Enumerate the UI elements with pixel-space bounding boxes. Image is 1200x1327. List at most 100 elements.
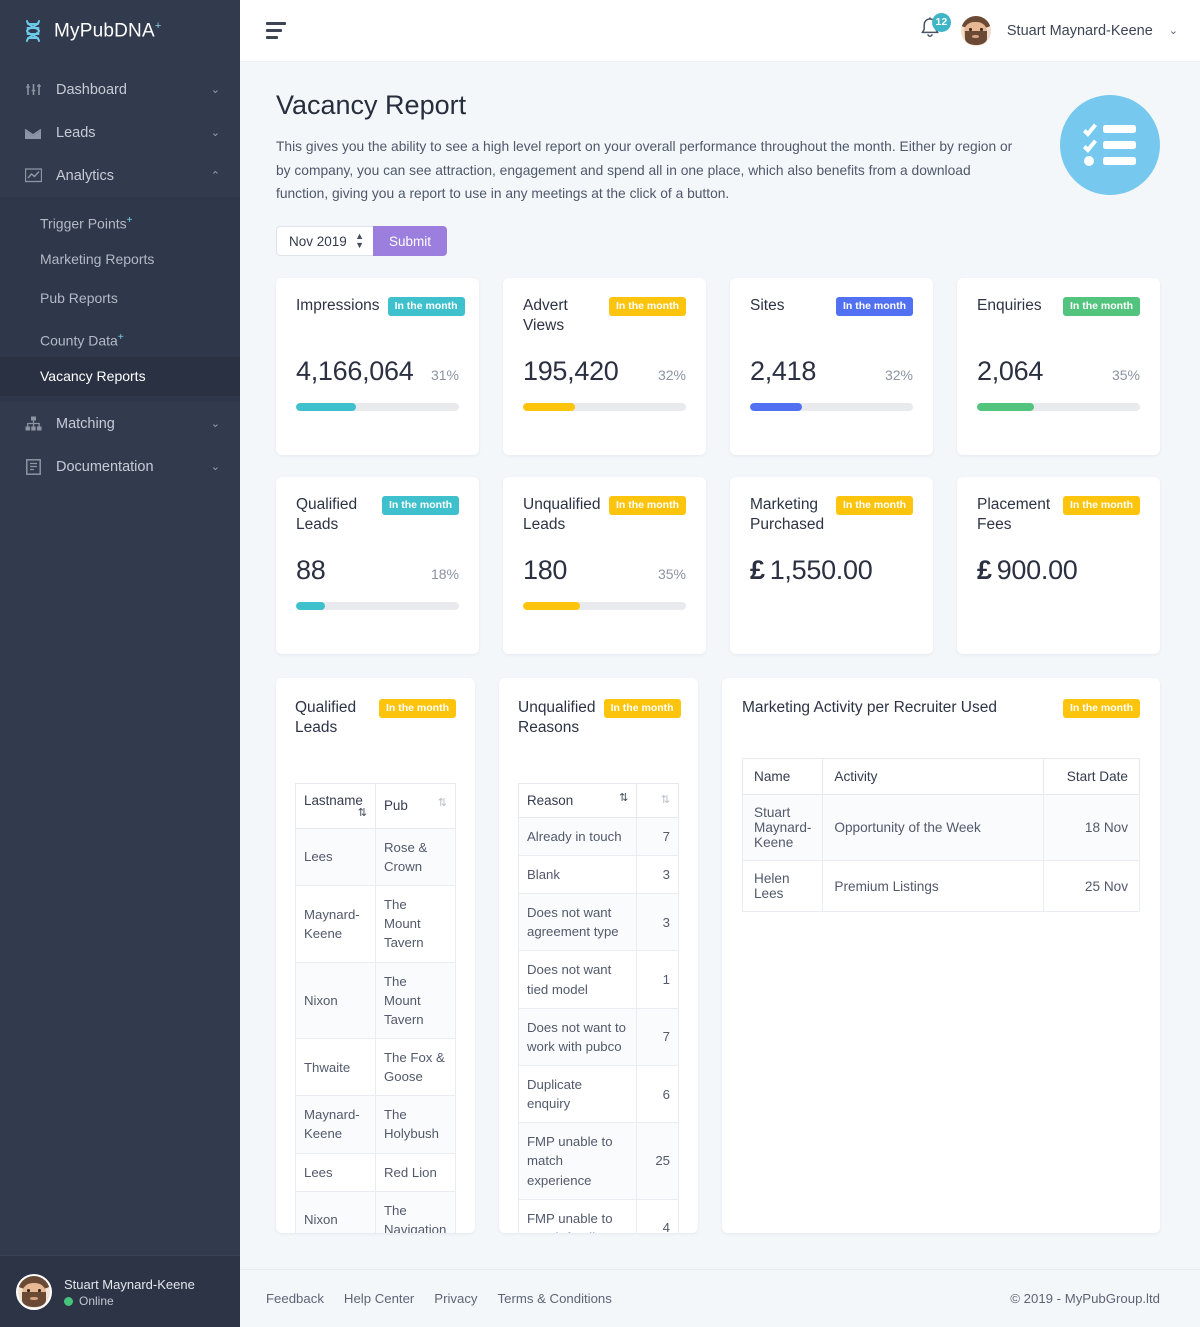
currency-symbol: £ bbox=[750, 555, 765, 586]
footer-link-help-center[interactable]: Help Center bbox=[343, 1291, 415, 1306]
stat-value: 180 bbox=[523, 555, 568, 586]
cell-reason: Does not want tied model bbox=[517, 950, 638, 1009]
submit-button[interactable]: Submit bbox=[373, 226, 448, 257]
currency-symbol: £ bbox=[977, 555, 992, 586]
stat-value: 88 bbox=[296, 555, 326, 586]
qualified-leads-table: Lastname ⇅ Pub ⇅ Lees Rose & Crown Maynard-… bbox=[295, 782, 456, 1234]
topbar-user-name[interactable]: Stuart Maynard-Keene bbox=[1006, 22, 1153, 39]
notifications-button[interactable]: 12 bbox=[919, 12, 951, 46]
sidebar-item-dashboard[interactable]: Dashboard ⌄ bbox=[0, 68, 240, 111]
sidebar-item-documentation[interactable]: Documentation ⌄ bbox=[0, 445, 240, 488]
hamburger-icon[interactable] bbox=[266, 22, 286, 39]
sidebar-subitem-label: Trigger Points bbox=[40, 215, 127, 232]
progress-bar bbox=[296, 403, 459, 412]
cell-lastname: Maynard-Keene bbox=[295, 1095, 376, 1154]
cell-pub: Rose & Crown bbox=[375, 827, 456, 887]
chevron-down-icon: ⌄ bbox=[210, 418, 220, 430]
stat-percent: 32% bbox=[657, 367, 686, 384]
table-header-row: Reason ⇅ ⇅ bbox=[517, 782, 679, 818]
footer-link-feedback[interactable]: Feedback bbox=[266, 1291, 324, 1306]
cell-reason: Does not want agreement type bbox=[517, 893, 638, 952]
cell-reason: FMP unable to match experience bbox=[517, 1122, 638, 1200]
sitemap-icon bbox=[24, 415, 42, 433]
sidebar-item-label: Leads bbox=[56, 124, 96, 141]
table-row: Thwaite The Fox & Goose bbox=[295, 1038, 456, 1097]
table-row: FMP unable to match funding4 bbox=[517, 1198, 679, 1234]
cell-pub: The Fox & Goose bbox=[375, 1038, 456, 1097]
column-header-count[interactable]: ⇅ bbox=[636, 782, 679, 818]
stat-title: Enquiries bbox=[977, 297, 1042, 315]
page-title: Vacancy Report bbox=[276, 90, 467, 120]
cell-activity: Premium Listings bbox=[822, 860, 1044, 913]
card-title: Marketing Activity per Recruiter Used bbox=[742, 699, 997, 717]
notification-count-badge: 12 bbox=[931, 12, 951, 32]
sidebar-item-county-data[interactable]: County Data+ bbox=[0, 318, 240, 357]
column-header-lastname[interactable]: Lastname ⇅ bbox=[295, 782, 376, 829]
table-row: Duplicate enquiry 6 bbox=[517, 1065, 679, 1124]
book-icon bbox=[24, 458, 42, 476]
stat-title: Advert Views bbox=[523, 297, 568, 334]
page-description: This gives you the ability to see a high… bbox=[276, 139, 1013, 202]
stat-card-unqualified-leads: Unqualified Leads In the month 180 35% bbox=[503, 477, 706, 655]
status-badge: In the month bbox=[609, 297, 686, 317]
column-header-reason[interactable]: Reason ⇅ bbox=[517, 782, 638, 818]
sidebar-user-profile[interactable]: Stuart Maynard-Keene Online bbox=[0, 1255, 240, 1327]
cell-count: 4 bbox=[636, 1198, 679, 1234]
cell-name: Helen Lees bbox=[741, 860, 824, 913]
stat-title: Placement Fees bbox=[977, 496, 1051, 533]
status-badge: In the month bbox=[1063, 699, 1140, 719]
sidebar-item-trigger-points[interactable]: Trigger Points+ bbox=[0, 201, 240, 240]
footer-link-terms[interactable]: Terms & Conditions bbox=[497, 1291, 612, 1306]
chevron-down-icon[interactable]: ⌄ bbox=[1168, 25, 1178, 37]
cell-count: 7 bbox=[636, 1007, 679, 1067]
stat-title: Sites bbox=[750, 297, 785, 315]
table-row: Stuart Maynard-Keene Opportunity of the … bbox=[741, 794, 1140, 862]
column-header-activity: Activity bbox=[822, 758, 1044, 796]
sort-asc-icon[interactable]: ⇅ bbox=[619, 791, 629, 804]
table-row: Already in touch 7 bbox=[517, 816, 679, 857]
brand-logo[interactable]: MyPubDNA+ bbox=[0, 0, 240, 62]
progress-bar bbox=[750, 403, 913, 412]
sidebar-item-leads[interactable]: Leads ⌄ bbox=[0, 111, 240, 154]
analytics-submenu: Trigger Points+ Marketing Reports Pub Re… bbox=[0, 197, 240, 402]
table-header-row: Lastname ⇅ Pub ⇅ bbox=[295, 782, 456, 829]
sidebar-item-pub-reports[interactable]: Pub Reports bbox=[0, 279, 240, 318]
footer-link-privacy[interactable]: Privacy bbox=[434, 1291, 478, 1306]
sidebar-item-marketing-reports[interactable]: Marketing Reports bbox=[0, 240, 240, 279]
stat-cards-row-1: Impressions In the month 4,166,064 31% A… bbox=[276, 278, 1160, 456]
sidebar-subitem-label: Marketing Reports bbox=[40, 251, 155, 267]
sidebar-item-vacancy-reports[interactable]: Vacancy Reports bbox=[0, 357, 240, 396]
cell-reason: Duplicate enquiry bbox=[517, 1065, 638, 1124]
column-header-name: Name bbox=[741, 758, 824, 796]
filter-row: Nov 2019 ▲ ▼ Submit bbox=[276, 226, 1160, 257]
sidebar-item-matching[interactable]: Matching ⌄ bbox=[0, 402, 240, 445]
cell-lastname: Thwaite bbox=[295, 1038, 376, 1097]
table-row: Lees Rose & Crown bbox=[295, 827, 456, 887]
table-row: Maynard-Keene The Holybush bbox=[295, 1095, 456, 1154]
status-badge: In the month bbox=[387, 297, 465, 317]
stat-percent: 18% bbox=[430, 566, 459, 583]
stat-value: 4,166,064 bbox=[296, 356, 414, 387]
card-title: Unqualified Reasons bbox=[518, 699, 596, 736]
stat-card-sites: Sites In the month 2,418 32% bbox=[730, 278, 933, 456]
checklist-icon bbox=[1060, 95, 1160, 195]
stat-card-marketing-purchased: Marketing Purchased In the month £1,550.… bbox=[730, 477, 933, 655]
brand-plus: + bbox=[154, 19, 162, 32]
tables-row: Qualified Leads In the month Lastname ⇅ P… bbox=[276, 678, 1160, 1234]
table-row: FMP unable to match experience 25 bbox=[517, 1122, 679, 1200]
column-header-pub[interactable]: Pub ⇅ bbox=[375, 782, 456, 829]
sidebar-item-analytics[interactable]: Analytics ⌃ bbox=[0, 154, 240, 197]
status-badge: In the month bbox=[609, 496, 686, 516]
cell-lastname: Lees bbox=[295, 1152, 376, 1192]
sort-icon[interactable]: ⇅ bbox=[660, 793, 670, 806]
sidebar-item-label: Analytics bbox=[56, 167, 115, 184]
card-title: Qualified Leads bbox=[295, 699, 357, 736]
month-select[interactable]: Nov 2019 bbox=[276, 226, 373, 257]
cell-count: 6 bbox=[636, 1065, 679, 1124]
avatar[interactable] bbox=[960, 15, 991, 46]
status-badge: In the month bbox=[603, 699, 681, 719]
sort-icon[interactable]: ⇅ bbox=[437, 797, 447, 810]
table-row: Nixon The Mount Tavern bbox=[295, 961, 456, 1040]
stat-title: Marketing Purchased bbox=[750, 496, 825, 533]
sort-asc-icon[interactable]: ⇅ bbox=[357, 806, 367, 819]
